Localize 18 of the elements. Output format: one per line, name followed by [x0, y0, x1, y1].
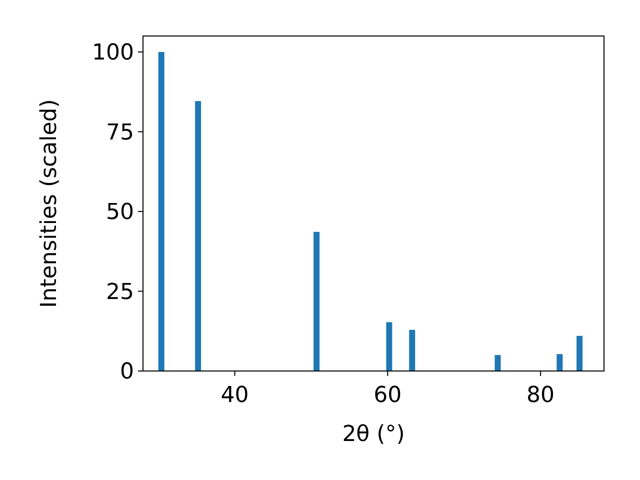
- bar: [576, 336, 583, 371]
- y-tick-label: 0: [120, 360, 134, 385]
- x-tick-label: 40: [220, 383, 249, 408]
- bar: [195, 101, 202, 371]
- bar: [314, 232, 320, 371]
- y-axis-title: Intensities (scaled): [37, 99, 62, 308]
- x-tick-label: 80: [526, 383, 555, 408]
- y-tick-label: 25: [106, 280, 134, 305]
- x-axis-title: 2θ (°): [342, 422, 405, 447]
- y-tick-label: 75: [106, 120, 134, 146]
- y-tick-label: 50: [106, 200, 134, 226]
- bar: [494, 355, 501, 371]
- bar: [409, 330, 416, 371]
- bar: [386, 322, 392, 371]
- y-tick-label: 100: [92, 40, 134, 66]
- x-tick-label: 60: [374, 383, 402, 408]
- bar: [556, 354, 563, 371]
- bar: [158, 52, 164, 371]
